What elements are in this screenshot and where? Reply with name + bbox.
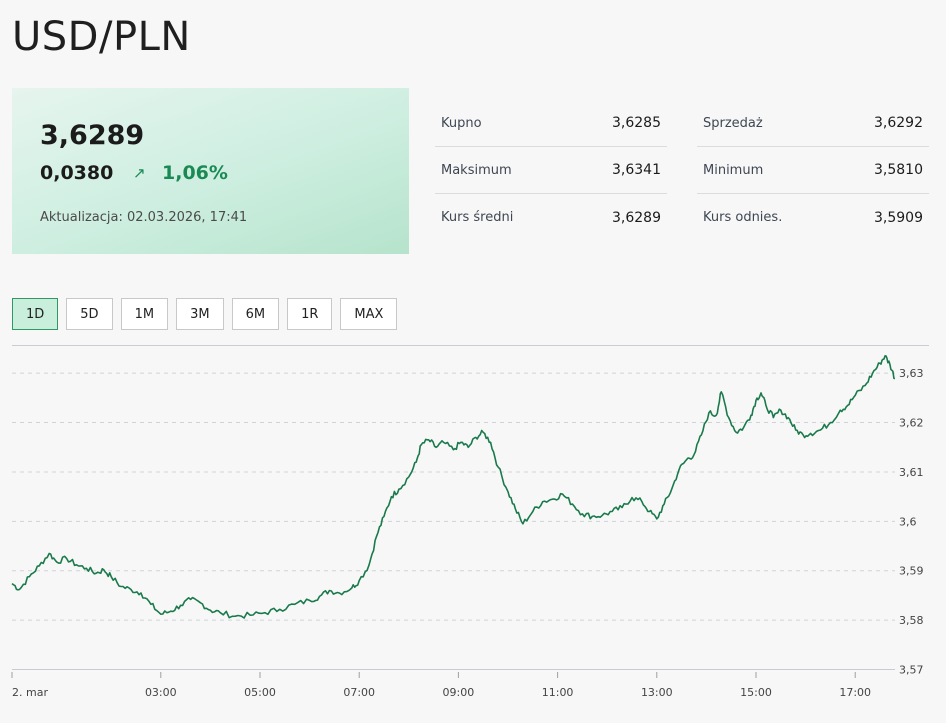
stat-label: Sprzedaż <box>703 115 763 131</box>
stat-label: Minimum <box>703 162 764 178</box>
price-series-line <box>11 355 896 619</box>
stat-value: 3,5810 <box>874 162 923 178</box>
range-button-1m[interactable]: 1M <box>120 298 169 330</box>
stat-value: 3,6285 <box>612 115 661 131</box>
divider <box>12 345 929 346</box>
stat-value: 3,5909 <box>874 209 923 226</box>
y-tick-label: 3,59 <box>899 565 924 578</box>
x-tick-label: 11:00 <box>542 686 574 699</box>
stat-value: 3,6289 <box>612 209 661 226</box>
range-button-1r[interactable]: 1R <box>287 298 333 330</box>
stat-row-kurs-odniesienia: Kurs odnies. 3,5909 <box>697 194 929 241</box>
y-tick-label: 3,6 <box>899 515 917 528</box>
change-percent: 1,06% <box>162 162 228 184</box>
quote-card: 3,6289 0,0380 ↗ 1,06% Aktualizacja: 02.0… <box>12 88 409 254</box>
x-tick-label: 17:00 <box>839 686 871 699</box>
change-absolute: 0,0380 <box>40 162 114 184</box>
arrow-up-right-icon: ↗ <box>133 164 146 182</box>
update-timestamp: Aktualizacja: 02.03.2026, 17:41 <box>40 210 248 225</box>
x-tick-label: 05:00 <box>244 686 276 699</box>
range-button-5d[interactable]: 5D <box>66 298 113 330</box>
stat-value: 3,6341 <box>612 162 661 178</box>
y-tick-label: 3,61 <box>899 466 924 479</box>
stat-row-maksimum: Maksimum 3,6341 <box>435 147 667 194</box>
x-tick-label: 03:00 <box>145 686 177 699</box>
price-chart[interactable]: 3,57 3,58 3,59 3,6 3,61 3,62 3,63 2. mar 03:00 05… <box>0 346 946 723</box>
stat-label: Maksimum <box>441 162 512 178</box>
stat-row-kurs-sredni: Kurs średni 3,6289 <box>435 194 667 241</box>
x-tick-label: 09:00 <box>443 686 475 699</box>
range-button-max[interactable]: MAX <box>340 298 398 330</box>
range-selector: 1D 5D 1M 3M 6M 1R MAX <box>12 298 398 330</box>
stat-row-sprzedaz: Sprzedaż 3,6292 <box>697 100 929 147</box>
stat-label: Kurs średni <box>441 210 514 225</box>
stat-row-minimum: Minimum 3,5810 <box>697 147 929 194</box>
stats-table-left: Kupno 3,6285 Maksimum 3,6341 Kurs średni… <box>435 100 667 241</box>
stat-label: Kurs odnies. <box>703 210 783 225</box>
x-tick-label: 2. mar <box>12 686 48 699</box>
current-price: 3,6289 <box>40 120 145 151</box>
x-tick-label: 13:00 <box>641 686 673 699</box>
y-tick-label: 3,63 <box>899 367 924 380</box>
stat-value: 3,6292 <box>874 115 923 131</box>
range-button-1d[interactable]: 1D <box>12 298 59 330</box>
stat-row-kupno: Kupno 3,6285 <box>435 100 667 147</box>
x-tick-label: 07:00 <box>343 686 375 699</box>
range-button-6m[interactable]: 6M <box>231 298 280 330</box>
stats-table-right: Sprzedaż 3,6292 Minimum 3,5810 Kurs odni… <box>697 100 929 241</box>
page-title: USD/PLN <box>12 14 191 60</box>
y-tick-label: 3,58 <box>899 614 924 627</box>
y-tick-label: 3,62 <box>899 417 924 430</box>
range-button-3m[interactable]: 3M <box>176 298 224 330</box>
x-tick-label: 15:00 <box>740 686 772 699</box>
y-tick-label: 3,57 <box>899 664 924 677</box>
stat-label: Kupno <box>441 115 482 131</box>
